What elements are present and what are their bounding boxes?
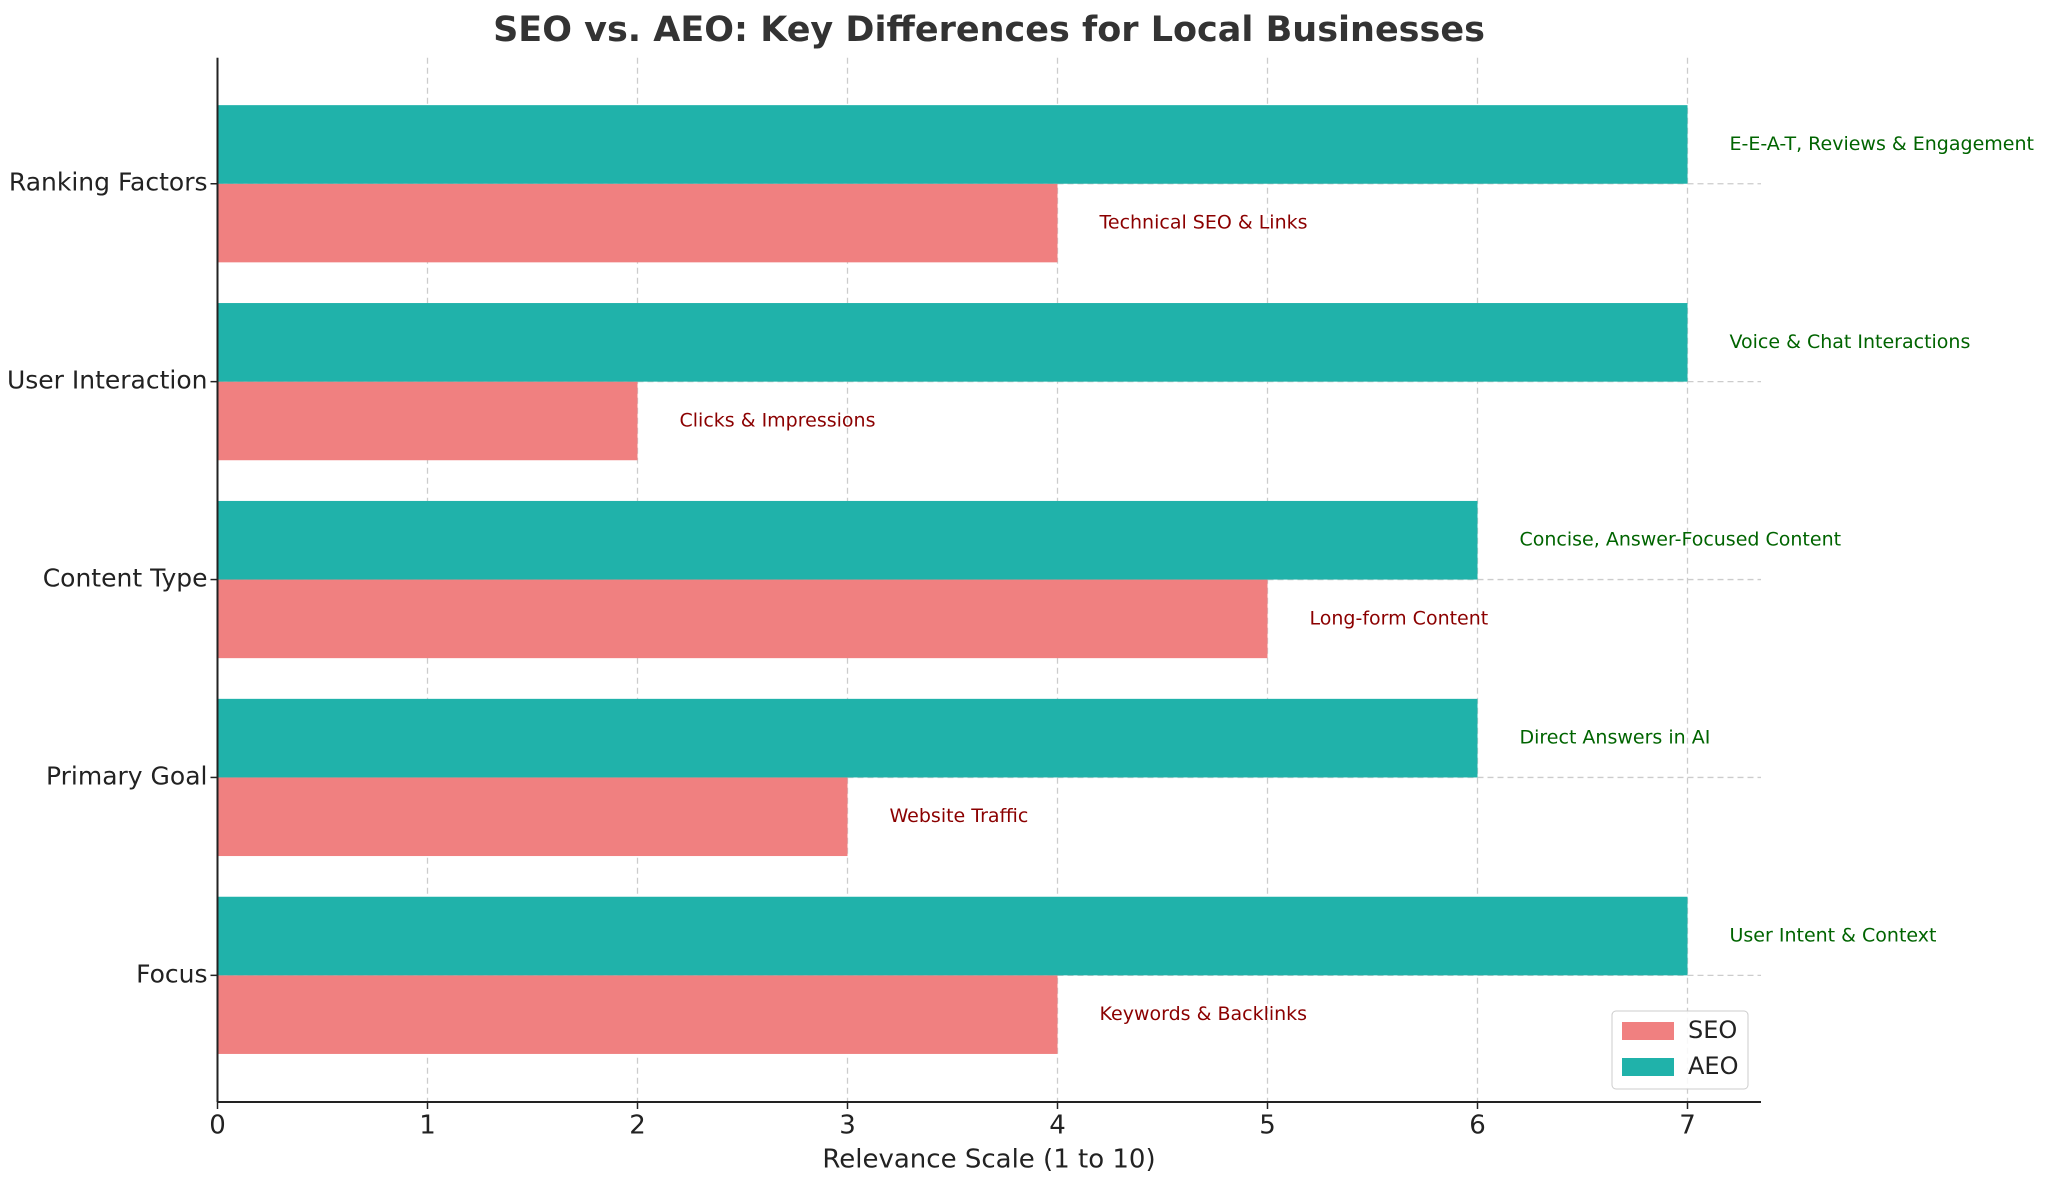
bar-annotation: User Intent & Context — [1730, 925, 1937, 947]
x-tick-label: 7 — [1679, 1111, 1696, 1141]
bar-annotation: Clicks & Impressions — [680, 409, 876, 431]
legend-label: AEO — [1688, 1052, 1738, 1080]
y-tick-label: Content Type — [43, 564, 208, 593]
bar-annotation: Voice & Chat Interactions — [1730, 331, 1971, 353]
y-tick-label: User Interaction — [7, 366, 208, 395]
x-tick-label: 0 — [209, 1111, 226, 1141]
bar-annotation: E-E-A-T, Reviews & Engagement — [1730, 133, 2034, 155]
bar — [217, 896, 1688, 976]
legend-swatch — [1622, 1022, 1674, 1040]
x-tick-label: 1 — [419, 1111, 436, 1141]
legend-swatch — [1622, 1058, 1674, 1076]
bar-annotation: Keywords & Backlinks — [1100, 1003, 1308, 1025]
bar — [217, 777, 848, 857]
bar — [217, 105, 1688, 184]
chart-title: SEO vs. AEO: Key Differences for Local B… — [493, 10, 1485, 50]
x-tick-label: 6 — [1469, 1111, 1486, 1141]
bar — [217, 303, 1688, 382]
bar-annotation: Website Traffic — [890, 805, 1029, 827]
legend-label: SEO — [1688, 1016, 1737, 1044]
bar-annotation: Direct Answers in AI — [1520, 727, 1711, 749]
x-tick-label: 5 — [1259, 1111, 1276, 1141]
y-tick-label: Focus — [136, 959, 207, 988]
bar — [217, 381, 638, 461]
x-axis-label: Relevance Scale (1 to 10) — [822, 1145, 1155, 1175]
y-tick-label: Primary Goal — [46, 761, 208, 790]
x-tick-label: 4 — [1049, 1111, 1066, 1141]
bar — [217, 183, 1058, 263]
x-tick-label: 3 — [839, 1111, 856, 1141]
bar — [217, 698, 1478, 778]
bar — [217, 579, 1268, 659]
bar-annotation: Long-form Content — [1310, 607, 1489, 629]
bar — [217, 975, 1058, 1054]
bar-annotation: Technical SEO & Links — [1099, 212, 1308, 234]
y-tick-label: Ranking Factors — [9, 168, 208, 197]
x-tick-label: 2 — [629, 1111, 646, 1141]
bar — [217, 500, 1478, 580]
bar-annotation: Concise, Answer-Focused Content — [1520, 529, 1842, 551]
